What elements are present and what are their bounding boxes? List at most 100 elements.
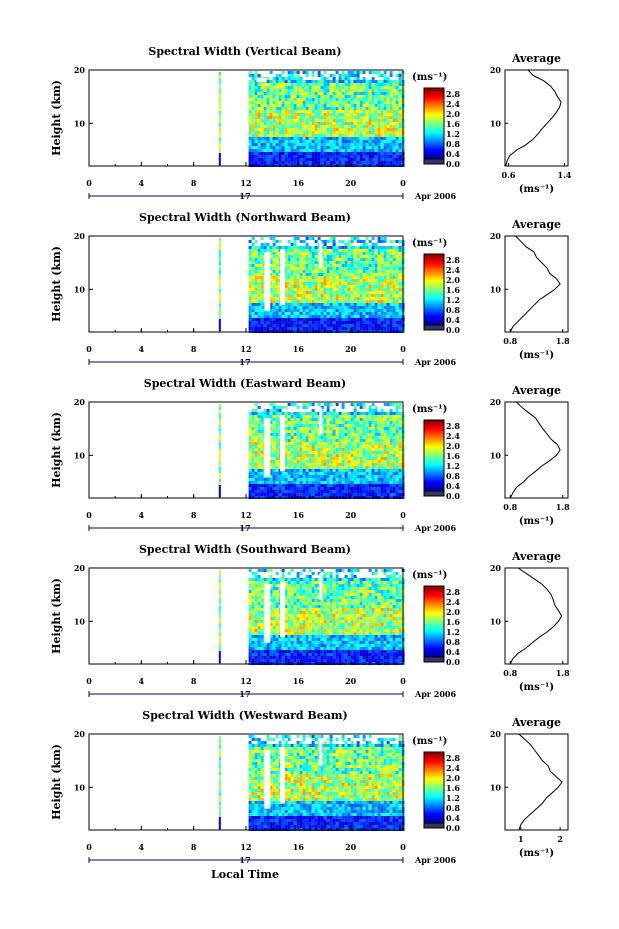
heatmap-cell — [308, 445, 312, 448]
heatmap-cell — [293, 475, 297, 478]
heatmap-cell — [296, 261, 300, 264]
heatmap-cell — [398, 430, 402, 433]
heatmap-cell — [311, 273, 315, 276]
heatmap-cell — [374, 116, 378, 119]
heatmap-cell — [374, 433, 378, 436]
heatmap-cell — [368, 137, 372, 140]
heatmap-cell — [299, 267, 303, 270]
heatmap-cell — [257, 321, 261, 324]
heatmap-cell — [290, 327, 294, 330]
heatmap-cell — [380, 412, 384, 415]
heatmap-cell — [305, 273, 309, 276]
heatmap-cell — [308, 291, 312, 294]
heatmap-cell — [305, 475, 309, 478]
heatmap-cell — [326, 460, 330, 463]
heatmap-cell — [281, 246, 285, 249]
heatmap-cell — [290, 246, 294, 249]
heatmap-cell — [281, 481, 285, 484]
colorbar-tick-label: 0.0 — [446, 325, 460, 335]
heatmap-cell — [392, 481, 396, 484]
heatmap-cell — [335, 255, 339, 258]
heatmap-cell — [338, 445, 342, 448]
heatmap-cell — [377, 463, 381, 466]
heatmap-cell — [332, 490, 336, 493]
heatmap-cell — [302, 128, 306, 131]
heatmap-cell — [386, 276, 390, 279]
heatmap-cell — [353, 403, 357, 406]
heatmap-cell — [395, 403, 399, 406]
heatmap-cell — [302, 131, 306, 134]
heatmap-cell — [377, 80, 381, 83]
heatmap-cell — [326, 258, 330, 261]
heatmap-cell — [317, 146, 321, 149]
heatmap-cell — [353, 418, 357, 421]
heatmap-cell — [398, 86, 402, 89]
heatmap-cell — [305, 270, 309, 273]
heatmap-cell — [386, 315, 390, 318]
heatmap-cell — [275, 433, 279, 436]
heatmap-cell — [275, 318, 279, 321]
heatmap-cell — [323, 442, 327, 445]
heatmap-cell — [275, 445, 279, 448]
heatmap-cell — [395, 110, 399, 113]
heatmap-cell — [260, 110, 264, 113]
heatmap-cell — [284, 89, 288, 92]
heatmap-cell — [368, 83, 372, 86]
heatmap-cell — [317, 134, 321, 137]
heatmap-cell — [371, 104, 375, 107]
heatmap-cell — [356, 303, 360, 306]
heatmap-cell — [248, 152, 252, 155]
heatmap-cell — [314, 288, 318, 291]
heatmap-cell — [362, 143, 366, 146]
heatmap-cell — [350, 415, 354, 418]
heatmap-cell — [371, 149, 375, 152]
heatmap-cell — [320, 152, 324, 155]
heatmap-cell — [281, 152, 285, 155]
heatmap-cell — [386, 86, 390, 89]
heatmap-cell — [323, 472, 327, 475]
heatmap-cell — [383, 237, 387, 240]
heatmap-cell — [329, 300, 333, 303]
heatmap-cell — [389, 418, 393, 421]
heatmap-cell — [335, 155, 339, 158]
heatmap-cell — [398, 406, 402, 409]
heatmap-cell — [260, 252, 264, 255]
heatmap-cell — [290, 279, 294, 282]
heatmap-cell — [374, 158, 378, 161]
heatmap-cell — [350, 442, 354, 445]
heatmap-cell — [248, 493, 252, 496]
heatmap-cell — [341, 297, 345, 300]
heatmap-cell — [392, 327, 396, 330]
heatmap-cell — [290, 252, 294, 255]
heatmap-cell — [386, 134, 390, 137]
heatmap-cell — [335, 276, 339, 279]
heatmap-cell — [332, 300, 336, 303]
heatmap-cell — [323, 80, 327, 83]
heatmap-cell — [311, 80, 315, 83]
heatmap-cell — [272, 490, 276, 493]
heatmap-cell — [287, 306, 291, 309]
heatmap-cell — [356, 493, 360, 496]
heatmap-cell — [371, 246, 375, 249]
heatmap-cell — [281, 98, 285, 101]
heatmap-cell — [305, 243, 309, 246]
heatmap-cell — [335, 252, 339, 255]
heatmap-cell — [269, 403, 273, 406]
heatmap-cell — [320, 457, 324, 460]
heatmap-cell — [383, 122, 387, 125]
heatmap-cell — [254, 240, 258, 243]
heatmap-cell — [353, 427, 357, 430]
heatmap-cell — [353, 300, 357, 303]
heatmap-cell — [248, 86, 252, 89]
heatmap-cell — [260, 158, 264, 161]
y-tick-label: 10 — [74, 284, 86, 294]
heatmap-cell — [248, 158, 252, 161]
heatmap-cell — [353, 421, 357, 424]
heatmap-cell — [356, 454, 360, 457]
heatmap-cell — [377, 258, 381, 261]
heatmap-cell — [383, 240, 387, 243]
heatmap-cell — [305, 472, 309, 475]
heatmap-cell — [326, 89, 330, 92]
heatmap-cell — [329, 237, 333, 240]
heatmap-cell — [284, 86, 288, 89]
